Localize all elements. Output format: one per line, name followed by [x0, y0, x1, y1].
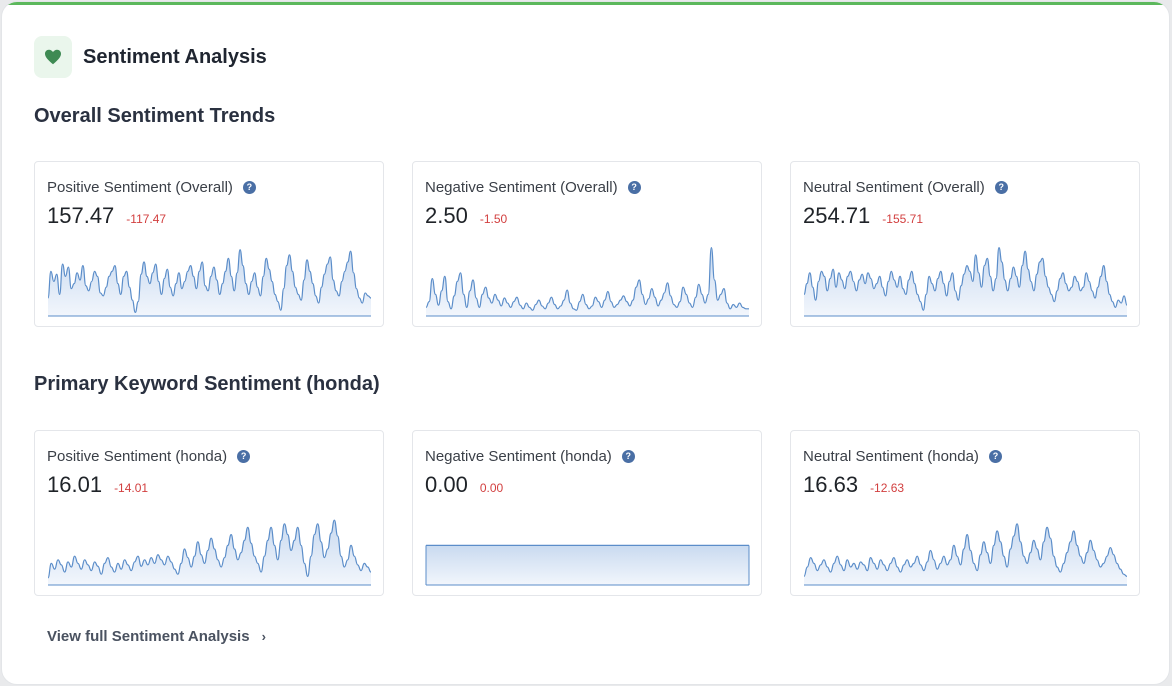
heart-icon	[34, 36, 72, 78]
top-accent-bar	[2, 2, 1169, 5]
card-negative-honda: Negative Sentiment (honda) ? 0.00 0.00	[412, 430, 762, 596]
card-negative-overall: Negative Sentiment (Overall) ? 2.50 -1.5…	[412, 161, 762, 327]
metric-value: 254.71	[803, 203, 871, 228]
section-title-keyword: Primary Keyword Sentiment (honda)	[34, 373, 380, 395]
metric-delta: -1.50	[479, 212, 508, 226]
metric-delta: -117.47	[126, 212, 167, 226]
footer-link-label: View full Sentiment Analysis	[47, 628, 250, 645]
sparkline-line	[803, 523, 1128, 577]
help-icon[interactable]: ?	[621, 450, 635, 463]
panel-title: Sentiment Analysis	[83, 45, 267, 68]
help-icon[interactable]: ?	[627, 181, 641, 194]
help-icon[interactable]: ?	[988, 450, 1002, 463]
metric-value: 16.63	[803, 472, 859, 497]
sparkline-area	[426, 247, 749, 316]
metric-value: 0.00	[425, 472, 468, 497]
sparkline-chart	[803, 246, 1128, 317]
sparkline-chart	[425, 246, 749, 317]
chevron-right-icon: ›	[261, 629, 266, 644]
card-title: Neutral Sentiment (Overall)	[803, 179, 985, 196]
sparkline-area	[804, 247, 1127, 316]
metric-value: 2.50	[425, 203, 468, 228]
help-icon[interactable]: ?	[237, 450, 251, 463]
card-title: Positive Sentiment (Overall)	[47, 179, 233, 196]
metric-delta: 0.00	[479, 481, 504, 495]
sparkline-line	[803, 246, 1128, 311]
metric-delta: -14.01	[114, 481, 149, 495]
card-neutral-overall: Neutral Sentiment (Overall) ? 254.71 -15…	[790, 161, 1140, 327]
sparkline-line	[47, 519, 372, 579]
sparkline-area	[426, 545, 749, 585]
sparkline-line	[425, 246, 749, 311]
section-title-overall: Overall Sentiment Trends	[34, 105, 276, 127]
card-title: Neutral Sentiment (honda)	[803, 448, 979, 465]
sparkline-chart	[47, 519, 372, 586]
view-full-analysis-link[interactable]: View full Sentiment Analysis ›	[47, 628, 266, 645]
sparkline-area	[48, 249, 371, 316]
sparkline-area	[48, 520, 371, 585]
card-title: Negative Sentiment (honda)	[425, 448, 612, 465]
metric-value: 157.47	[47, 203, 115, 228]
metric-delta: -155.71	[882, 212, 923, 226]
card-neutral-honda: Neutral Sentiment (honda) ? 16.63 -12.63	[790, 430, 1140, 596]
sparkline-line	[47, 249, 372, 314]
sparkline-chart	[425, 544, 750, 586]
card-positive-honda: Positive Sentiment (honda) ? 16.01 -14.0…	[34, 430, 384, 596]
help-icon[interactable]: ?	[242, 181, 256, 194]
panel-header: Sentiment Analysis	[34, 35, 267, 79]
card-title: Negative Sentiment (Overall)	[425, 179, 618, 196]
sparkline-chart	[47, 249, 372, 317]
metric-value: 16.01	[47, 472, 103, 497]
sparkline-area	[804, 523, 1127, 585]
metric-delta: -12.63	[870, 481, 905, 495]
help-icon[interactable]: ?	[994, 181, 1008, 194]
sparkline-chart	[803, 523, 1128, 586]
card-title: Positive Sentiment (honda)	[47, 448, 228, 465]
card-positive-overall: Positive Sentiment (Overall) ? 157.47 -1…	[34, 161, 384, 327]
